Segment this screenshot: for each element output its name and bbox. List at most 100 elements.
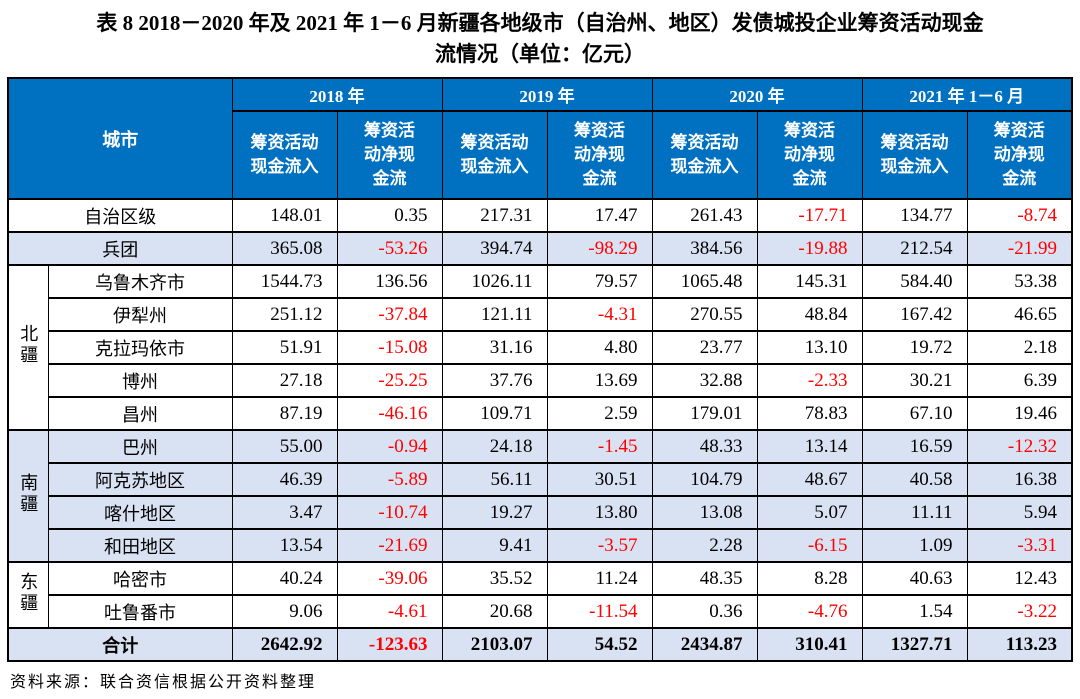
cell-value: 54.52	[546, 627, 653, 662]
col-header-city: 城市	[7, 77, 233, 200]
cell-value: -4.76	[756, 594, 863, 629]
cell-value: 87.19	[231, 396, 338, 431]
cell-value: -10.74	[336, 495, 443, 530]
cell-value: 6.39	[966, 363, 1073, 398]
cell-value: 31.16	[441, 330, 548, 365]
table-row-aksu: 阿克苏地区 46.39 -5.89 56.11 30.51 104.79 48.…	[8, 462, 1073, 497]
header-year-row: 城市 2018 年 2019 年 2020 年 2021 年 1－6 月	[7, 77, 1073, 200]
cell-value: -39.06	[336, 561, 443, 596]
cell-value: 46.65	[966, 297, 1073, 332]
cell-value: 136.56	[336, 264, 443, 299]
cell-value: 270.55	[651, 297, 758, 332]
cell-value: 40.63	[861, 561, 968, 596]
cell-value: 4.80	[546, 330, 653, 365]
city-name: 吐鲁番市	[47, 594, 233, 629]
col-header-year-2019: 2019 年	[441, 77, 653, 112]
col-header-inflow-2021h1: 筹资活动 现金流入	[861, 110, 968, 200]
col-header-net-2018: 筹资活 动净现 金流	[336, 110, 443, 200]
cell-value: 48.35	[651, 561, 758, 596]
cell-value: 5.07	[756, 495, 863, 530]
cell-value: -3.31	[966, 528, 1073, 563]
city-name: 博州	[47, 363, 233, 398]
cell-value: 2.59	[546, 396, 653, 431]
cell-value: -0.94	[336, 429, 443, 464]
city-name: 伊犁州	[47, 297, 233, 332]
cell-value: 261.43	[651, 198, 758, 233]
cell-value: 16.38	[966, 462, 1073, 497]
cell-value: 37.76	[441, 363, 548, 398]
cell-value: 167.42	[861, 297, 968, 332]
data-source: 资料来源：联合资信根据公开资料整理	[10, 674, 317, 691]
financing-cashflow-table: 城市 2018 年 2019 年 2020 年 2021 年 1－6 月 筹资活…	[7, 77, 1073, 662]
cell-value: 394.74	[441, 231, 548, 266]
table-title: 表 8 2018－2020 年及 2021 年 1－6 月新疆各地级市（自治州、…	[0, 0, 1080, 70]
cell-value: 251.12	[231, 297, 338, 332]
cell-value: 113.23	[966, 627, 1073, 662]
cell-value: -37.84	[336, 297, 443, 332]
cell-value: 27.18	[231, 363, 338, 398]
cell-value: 24.18	[441, 429, 548, 464]
cell-value: 48.67	[756, 462, 863, 497]
cell-value: 2434.87	[651, 627, 758, 662]
cell-value: -11.54	[546, 594, 653, 629]
city-name: 阿克苏地区	[47, 462, 233, 497]
cell-value: 1.09	[861, 528, 968, 563]
cell-value: 46.39	[231, 462, 338, 497]
cell-value: 20.68	[441, 594, 548, 629]
cell-value: 1026.11	[441, 264, 548, 299]
col-header-year-2018: 2018 年	[231, 77, 443, 112]
table-row-hotan: 和田地区 13.54 -21.69 9.41 -3.57 2.28 -6.15 …	[8, 528, 1073, 563]
table-title-line2: 流情况（单位：亿元）	[435, 42, 645, 66]
cell-value: 13.08	[651, 495, 758, 530]
cell-value: 310.41	[756, 627, 863, 662]
cell-value: 32.88	[651, 363, 758, 398]
city-name: 哈密市	[47, 561, 233, 596]
cell-value: 13.14	[756, 429, 863, 464]
cell-value: -53.26	[336, 231, 443, 266]
city-name: 克拉玛依市	[47, 330, 233, 365]
cell-value: 13.69	[546, 363, 653, 398]
cell-value: 365.08	[231, 231, 338, 266]
table-row-autonomous-region: 自治区级 148.01 0.35 217.31 17.47 261.43 -17…	[7, 198, 1073, 233]
region-label-east: 东疆	[7, 561, 49, 629]
cell-value: -46.16	[336, 396, 443, 431]
cell-value: -98.29	[546, 231, 653, 266]
table-row-urumqi: 北疆 乌鲁木齐市 1544.73 136.56 1026.11 79.57 10…	[7, 264, 1073, 431]
col-header-inflow-2019: 筹资活动 现金流入	[441, 110, 548, 200]
cell-value: 53.38	[966, 264, 1073, 299]
cell-value: 19.27	[441, 495, 548, 530]
cell-value: 11.24	[546, 561, 653, 596]
header-sub-row: 筹资活动 现金流入 筹资活 动净现 金流 筹资活动 现金流入 筹资活 动净现 金…	[8, 110, 1073, 200]
cell-value: 19.46	[966, 396, 1073, 431]
region-label-south: 南疆	[7, 429, 49, 563]
cell-value: 12.43	[966, 561, 1073, 596]
cell-value: 1.54	[861, 594, 968, 629]
cell-value: 11.11	[861, 495, 968, 530]
table-row-bozhou: 博州 27.18 -25.25 37.76 13.69 32.88 -2.33 …	[8, 363, 1073, 398]
cell-value: 40.58	[861, 462, 968, 497]
cell-value: 79.57	[546, 264, 653, 299]
cell-value: 384.56	[651, 231, 758, 266]
cell-value: 179.01	[651, 396, 758, 431]
city-name: 喀什地区	[47, 495, 233, 530]
cell-value: -3.57	[546, 528, 653, 563]
cell-value: -2.33	[756, 363, 863, 398]
cell-value: 2.28	[651, 528, 758, 563]
city-name: 和田地区	[47, 528, 233, 563]
cell-value: 1544.73	[231, 264, 338, 299]
cell-value: 0.36	[651, 594, 758, 629]
cell-value: -5.89	[336, 462, 443, 497]
cell-value: -19.88	[756, 231, 863, 266]
cell-value: 51.91	[231, 330, 338, 365]
col-header-inflow-2020: 筹资活动 现金流入	[651, 110, 758, 200]
cell-value: 145.31	[756, 264, 863, 299]
cell-value: 30.51	[546, 462, 653, 497]
cell-value: 2103.07	[441, 627, 548, 662]
cell-value: 48.84	[756, 297, 863, 332]
table-title-line1: 表 8 2018－2020 年及 2021 年 1－6 月新疆各地级市（自治州、…	[96, 11, 984, 35]
table-row-bazhou: 南疆 巴州 55.00 -0.94 24.18 -1.45 48.33 13.1…	[7, 429, 1073, 563]
cell-value: 48.33	[651, 429, 758, 464]
city-name: 自治区级	[7, 198, 233, 233]
cell-value: 19.72	[861, 330, 968, 365]
table-row-yili: 伊犁州 251.12 -37.84 121.11 -4.31 270.55 48…	[8, 297, 1073, 332]
